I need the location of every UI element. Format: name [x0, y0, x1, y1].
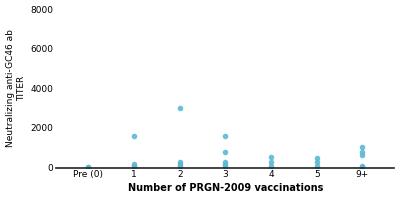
X-axis label: Number of PRGN-2009 vaccinations: Number of PRGN-2009 vaccinations — [128, 183, 323, 193]
Y-axis label: Neutralizing anti-GC46 ab
TITER: Neutralizing anti-GC46 ab TITER — [6, 29, 26, 147]
